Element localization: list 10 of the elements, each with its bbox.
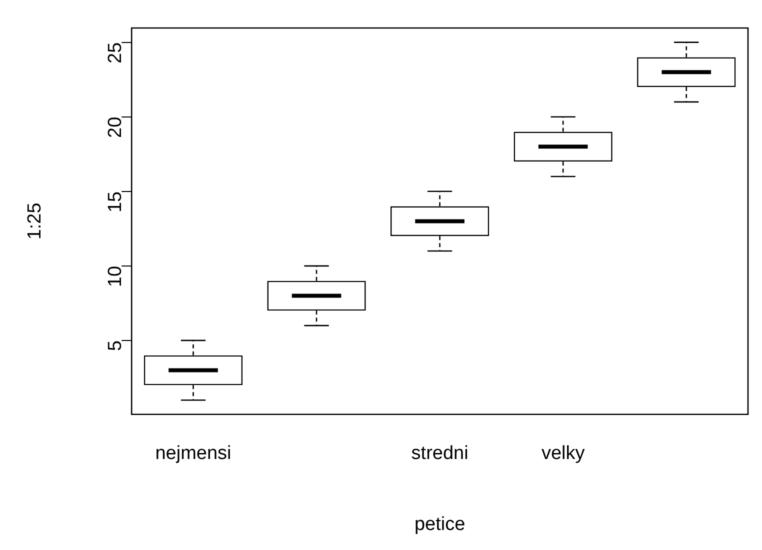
y-tick-label: 10 <box>104 266 126 288</box>
y-tick-label: 25 <box>104 42 126 64</box>
y-tick-label: 20 <box>104 116 126 138</box>
y-tick-label: 15 <box>104 191 126 213</box>
x-tick-label: velky <box>541 443 586 464</box>
x-axis-title: petice <box>414 514 466 535</box>
x-tick-label: stredni <box>411 443 468 464</box>
x-tick-label: nejmensi <box>155 443 232 464</box>
y-axis-title: 1:25 <box>24 202 46 240</box>
y-tick-label: 5 <box>104 340 126 352</box>
